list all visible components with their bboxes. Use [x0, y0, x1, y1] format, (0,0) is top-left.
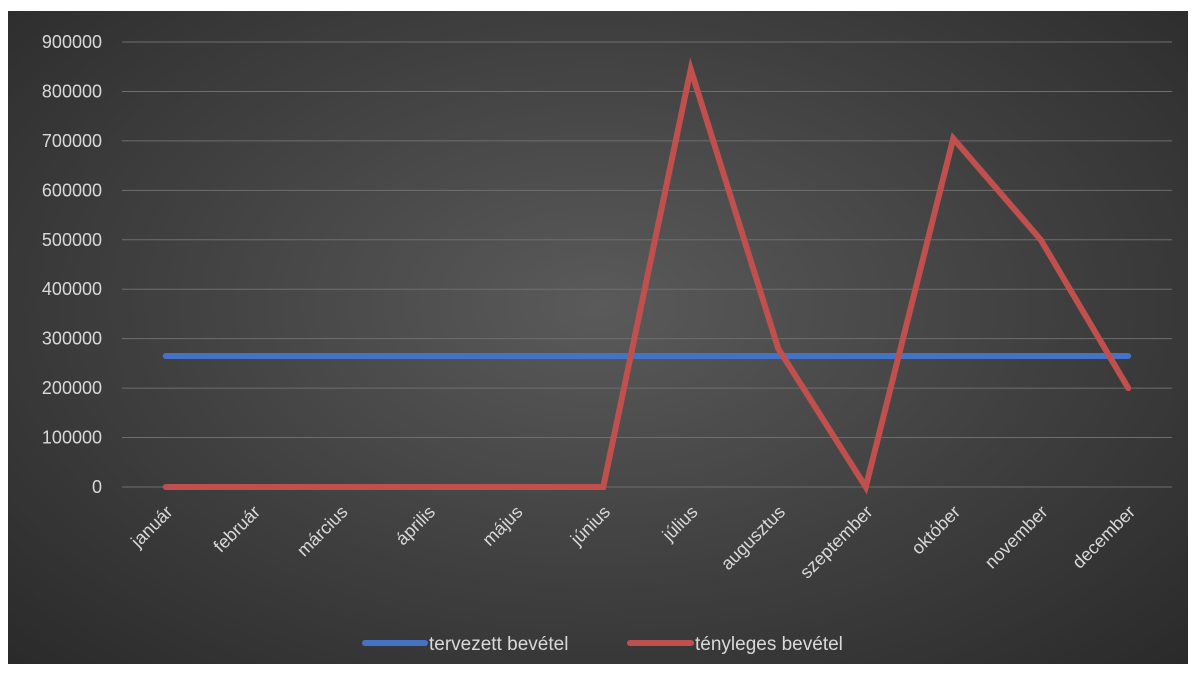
y-tick-label: 200000	[42, 378, 102, 398]
series-lines	[162, 57, 1132, 495]
x-category-label: augusztus	[717, 502, 789, 574]
legend: tervezett bevétel tényleges bevétel	[362, 634, 843, 655]
y-tick-label: 600000	[42, 180, 102, 200]
x-category-label: január	[126, 502, 176, 552]
x-category-label: december	[1068, 502, 1139, 573]
x-category-label: október	[907, 502, 964, 559]
x-category-label: február	[210, 502, 264, 556]
x-category-label: május	[478, 502, 526, 550]
y-tick-label: 700000	[42, 131, 102, 151]
y-tick-label: 0	[92, 477, 102, 497]
y-tick-label: 500000	[42, 230, 102, 250]
y-tick-label: 400000	[42, 279, 102, 299]
x-category-label: június	[566, 502, 614, 550]
x-category-label: július	[658, 502, 702, 546]
y-tick-label: 800000	[42, 81, 102, 101]
y-tick-label: 100000	[42, 428, 102, 448]
legend-label: tervezett bevétel	[429, 634, 568, 655]
x-category-label: április	[392, 502, 439, 549]
x-axis-categories: január február március április május június jú…	[126, 502, 1139, 583]
y-axis-ticks: 0 100000 200000 300000 400000 500000 600000 700…	[42, 32, 102, 497]
y-tick-label: 900000	[42, 32, 102, 52]
x-category-label: március	[293, 502, 352, 561]
x-category-label: november	[981, 502, 1052, 573]
x-category-label: szeptember	[796, 502, 877, 583]
series-line-2	[162, 57, 1132, 495]
y-tick-label: 300000	[42, 329, 102, 349]
line-chart: 0 100000 200000 300000 400000 500000 600000 700…	[42, 32, 1172, 655]
chart-area: 0 100000 200000 300000 400000 500000 600000 700…	[8, 11, 1188, 664]
legend-label: tényleges bevétel	[695, 634, 843, 655]
